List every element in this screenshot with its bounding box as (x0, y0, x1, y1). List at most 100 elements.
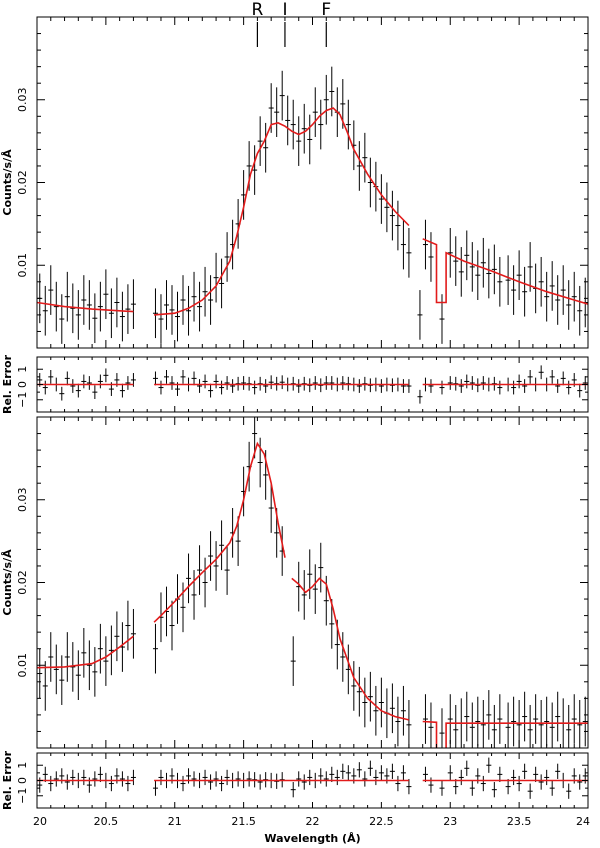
data-point (301, 774, 307, 790)
data-point (86, 640, 92, 691)
data-point (356, 379, 362, 393)
data-point (130, 373, 136, 387)
data-point (480, 775, 486, 792)
panel-frame (36, 416, 589, 749)
y-tick-label: 0.02 (16, 570, 29, 595)
x-tick-label: 20.5 (94, 815, 119, 828)
data-point (555, 691, 561, 742)
data-point (582, 696, 588, 747)
data-point (522, 266, 528, 317)
data-point (92, 771, 98, 787)
data-point (469, 376, 475, 390)
data-point (345, 765, 351, 781)
data-point (175, 291, 181, 342)
data-point (97, 281, 103, 332)
data-point (422, 219, 428, 270)
data-point (59, 294, 65, 344)
data-point (213, 541, 219, 591)
data-point (378, 765, 384, 781)
data-point (235, 516, 241, 566)
data-point (566, 280, 572, 330)
data-point (491, 782, 497, 798)
data-point (516, 775, 522, 792)
data-point (213, 374, 219, 389)
data-point (125, 376, 131, 390)
data-point (469, 242, 475, 292)
data-point (538, 774, 544, 790)
data-point (53, 771, 59, 787)
data-point (395, 200, 401, 251)
data-point (549, 369, 555, 384)
data-point (252, 380, 258, 395)
data-point (152, 371, 158, 386)
data-point (480, 700, 486, 748)
y-tick-label: 0.03 (16, 88, 29, 113)
data-point (458, 379, 464, 393)
data-point (158, 294, 164, 344)
data-point (505, 702, 511, 748)
data-point (340, 763, 346, 779)
x-tick-label: 22.5 (369, 815, 394, 828)
data-point (497, 380, 503, 395)
data-point (555, 763, 561, 779)
data-point (152, 288, 158, 339)
data-point (447, 228, 453, 278)
data-point (290, 99, 296, 150)
data-point (549, 780, 555, 796)
data-point (475, 250, 481, 301)
data-point (453, 778, 459, 795)
data-point (480, 237, 486, 288)
data-point (417, 389, 423, 404)
data-point (64, 371, 70, 386)
y-tick-label: 0.01 (16, 653, 29, 678)
data-point (566, 783, 572, 799)
data-point (186, 285, 192, 336)
data-point (428, 702, 434, 748)
data-point (389, 683, 395, 734)
data-point (42, 766, 48, 783)
data-point (406, 700, 412, 748)
data-point (208, 774, 214, 790)
data-point (296, 771, 302, 787)
panel-1-spectrum: 0.01 0.02 0.03 Counts/s/Å (1, 16, 589, 349)
data-point (197, 379, 203, 393)
data-point (406, 228, 412, 278)
data-point (497, 694, 503, 744)
y-tick-label: 0 (16, 381, 29, 388)
data-point (169, 285, 175, 335)
data-point (230, 379, 236, 393)
data-point (367, 760, 373, 776)
data-point (389, 190, 395, 241)
data-point (279, 70, 285, 121)
data-point (577, 774, 583, 790)
data-point (395, 696, 401, 747)
data-point (219, 775, 225, 792)
data-point (318, 542, 324, 593)
data-point (241, 170, 247, 220)
data-point (323, 74, 329, 125)
x-tick-label: 21.5 (231, 815, 256, 828)
data-point (356, 762, 362, 778)
data-point (64, 632, 70, 682)
data-point (497, 256, 503, 307)
x-tick-label: 23.5 (507, 815, 532, 828)
data-point (447, 765, 453, 781)
data-point (400, 219, 406, 270)
data-point (345, 99, 351, 150)
data-point (202, 557, 208, 608)
data-point (469, 780, 475, 796)
y-axis-title: Rel. Error (1, 354, 14, 414)
data-point (538, 256, 544, 307)
data-point (285, 95, 291, 146)
data-point (549, 702, 555, 748)
x-axis-title: Wavelength (Å) (264, 832, 360, 845)
data-point (312, 87, 318, 137)
data-point (323, 376, 329, 390)
data-point (511, 769, 517, 786)
data-point (351, 661, 357, 711)
y-tick-label: 1 (16, 762, 29, 769)
data-point (384, 182, 390, 233)
data-point (453, 704, 459, 748)
